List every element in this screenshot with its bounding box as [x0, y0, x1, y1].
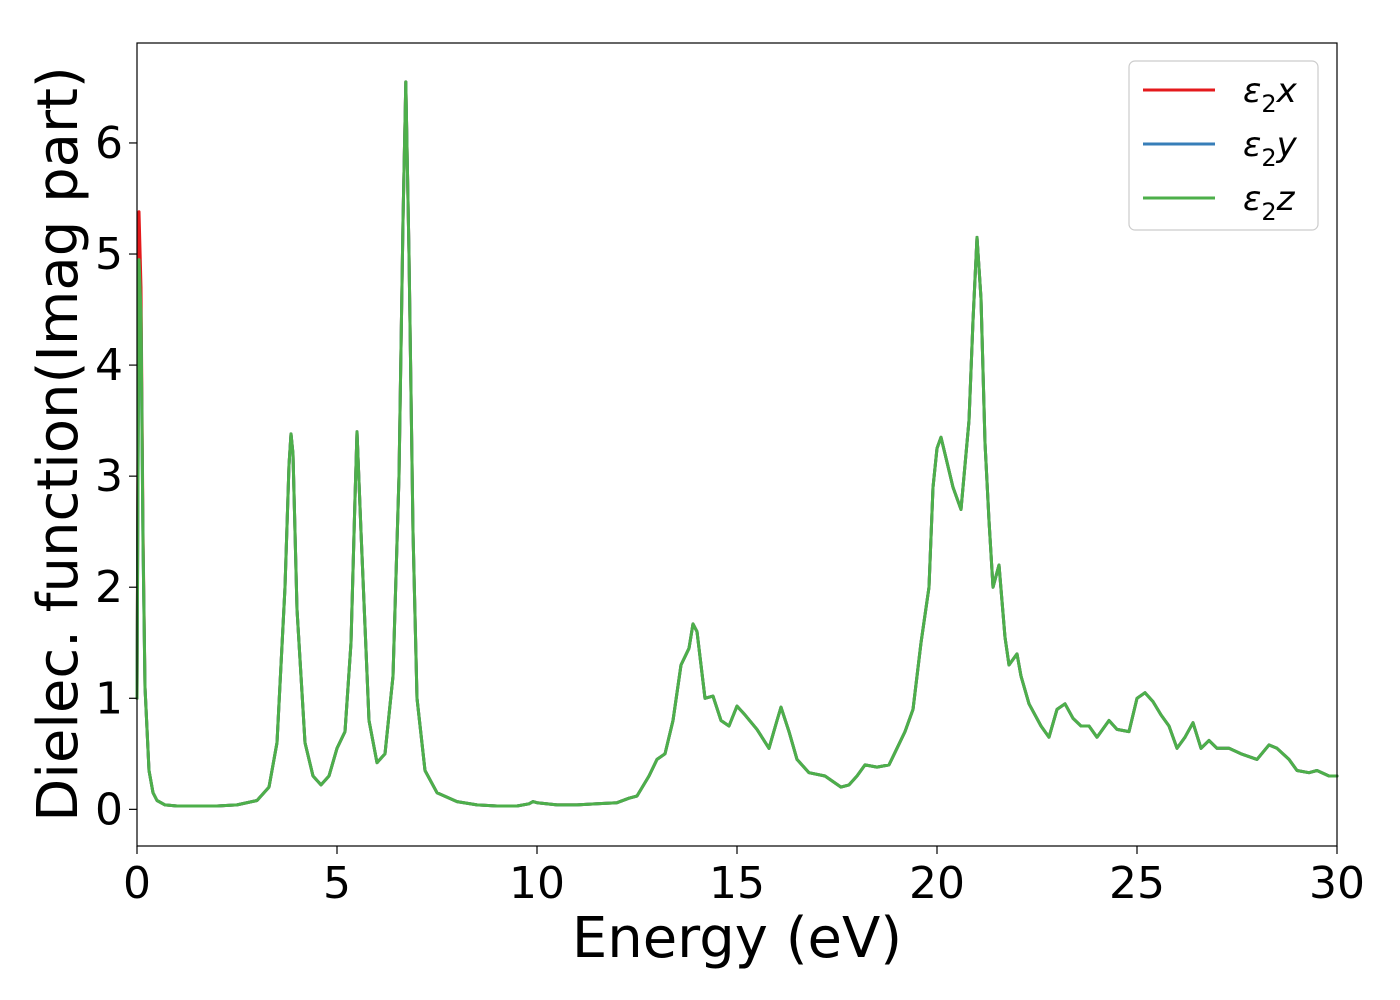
series-line-z — [135, 80, 1339, 808]
legend-subscript: 2 — [1261, 90, 1276, 118]
y-tick-label: 4 — [95, 340, 123, 391]
x-tick-label: 5 — [323, 858, 351, 909]
legend-symbol: ε — [1243, 179, 1261, 219]
legend-component: y — [1276, 125, 1298, 165]
y-axis-title: Dielec. function(Imag part) — [26, 66, 91, 822]
x-tick-label: 25 — [1109, 858, 1165, 909]
legend-symbol: ε — [1243, 125, 1261, 165]
legend-label-x: ε2x — [1243, 71, 1298, 118]
legend-component: x — [1276, 71, 1298, 111]
y-tick-label: 0 — [95, 784, 123, 835]
legend-subscript: 2 — [1261, 198, 1276, 226]
y-tick-label: 2 — [95, 562, 123, 613]
x-tick-label: 15 — [709, 858, 765, 909]
legend-box — [1128, 60, 1319, 231]
legend-symbol: ε — [1243, 71, 1261, 111]
y-tick-label: 6 — [95, 118, 123, 169]
legend-label-y: ε2y — [1243, 125, 1298, 172]
series-layer — [135, 80, 1339, 808]
legend-component: z — [1276, 179, 1296, 219]
legend-subscript: 2 — [1261, 144, 1276, 172]
x-axis: 0 5 10 15 20 25 30 — [123, 846, 1365, 909]
x-axis-title: Energy (eV) — [572, 906, 902, 971]
x-tick-label: 0 — [123, 858, 151, 909]
x-tick-label: 10 — [509, 858, 565, 909]
y-tick-label: 1 — [95, 673, 123, 724]
x-tick-label: 20 — [909, 858, 965, 909]
legend-label-z: ε2z — [1243, 179, 1296, 226]
y-axis: 0 1 2 3 4 5 6 — [95, 118, 137, 835]
y-tick-label: 3 — [95, 451, 123, 502]
y-tick-label: 5 — [95, 229, 123, 280]
x-tick-label: 30 — [1309, 858, 1365, 909]
